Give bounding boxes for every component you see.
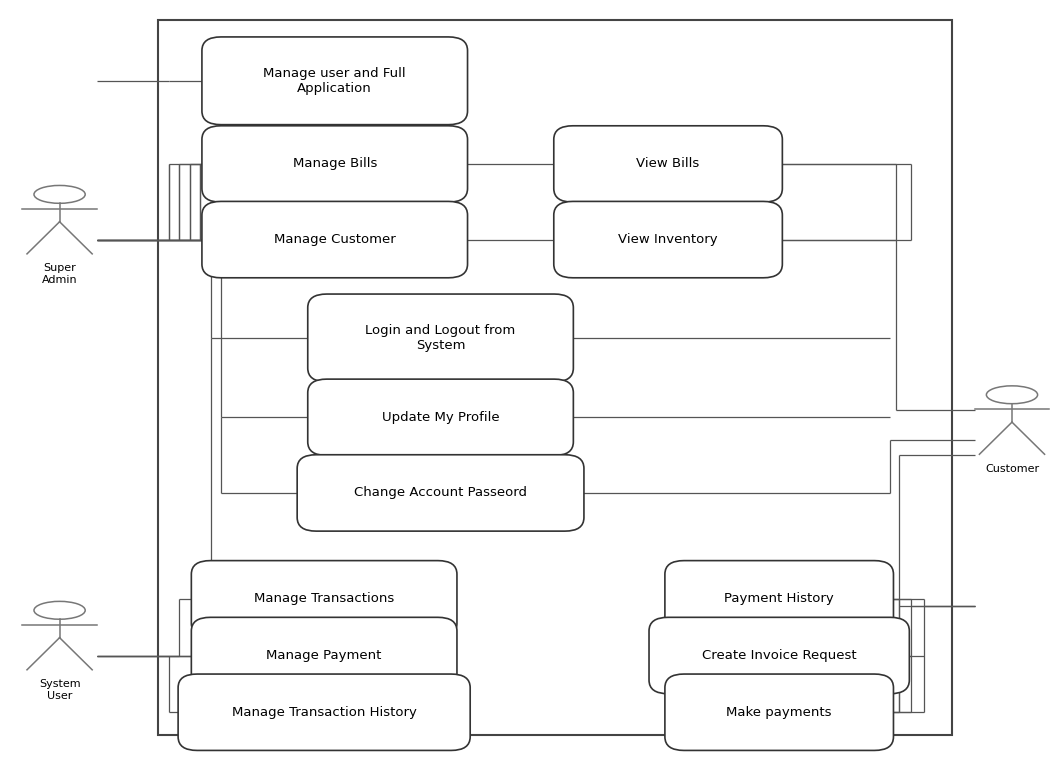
Text: Super
Admin: Super Admin: [41, 263, 77, 285]
FancyBboxPatch shape: [191, 561, 457, 637]
Ellipse shape: [34, 185, 85, 203]
FancyBboxPatch shape: [649, 617, 909, 694]
Text: Update My Profile: Update My Profile: [382, 411, 500, 424]
Text: Manage Bills: Manage Bills: [293, 157, 377, 171]
Text: Payment History: Payment History: [725, 592, 834, 606]
FancyBboxPatch shape: [554, 126, 782, 202]
Text: System
User: System User: [39, 679, 81, 701]
Text: Change Account Passeord: Change Account Passeord: [354, 487, 527, 499]
FancyBboxPatch shape: [178, 674, 470, 751]
Bar: [158, 20, 952, 735]
Text: Login and Logout from
System: Login and Logout from System: [365, 324, 516, 352]
FancyBboxPatch shape: [665, 561, 893, 637]
FancyBboxPatch shape: [202, 37, 468, 124]
Text: Create Invoice Request: Create Invoice Request: [702, 649, 856, 662]
Text: View Bills: View Bills: [637, 157, 699, 171]
FancyBboxPatch shape: [665, 674, 893, 751]
Text: Customer: Customer: [985, 464, 1039, 474]
Text: Make payments: Make payments: [727, 706, 832, 719]
FancyBboxPatch shape: [554, 201, 782, 278]
Text: View Inventory: View Inventory: [619, 233, 718, 246]
Ellipse shape: [987, 386, 1038, 404]
FancyBboxPatch shape: [297, 455, 584, 531]
FancyBboxPatch shape: [202, 126, 468, 202]
Ellipse shape: [34, 601, 85, 619]
FancyBboxPatch shape: [202, 201, 468, 278]
FancyBboxPatch shape: [308, 294, 573, 382]
Text: Manage user and Full
Application: Manage user and Full Application: [263, 67, 406, 95]
Text: Manage Payment: Manage Payment: [266, 649, 382, 662]
Text: Manage Transaction History: Manage Transaction History: [231, 706, 417, 719]
Text: Manage Customer: Manage Customer: [274, 233, 396, 246]
FancyBboxPatch shape: [191, 617, 457, 694]
FancyBboxPatch shape: [308, 380, 573, 455]
Text: Manage Transactions: Manage Transactions: [254, 592, 395, 606]
